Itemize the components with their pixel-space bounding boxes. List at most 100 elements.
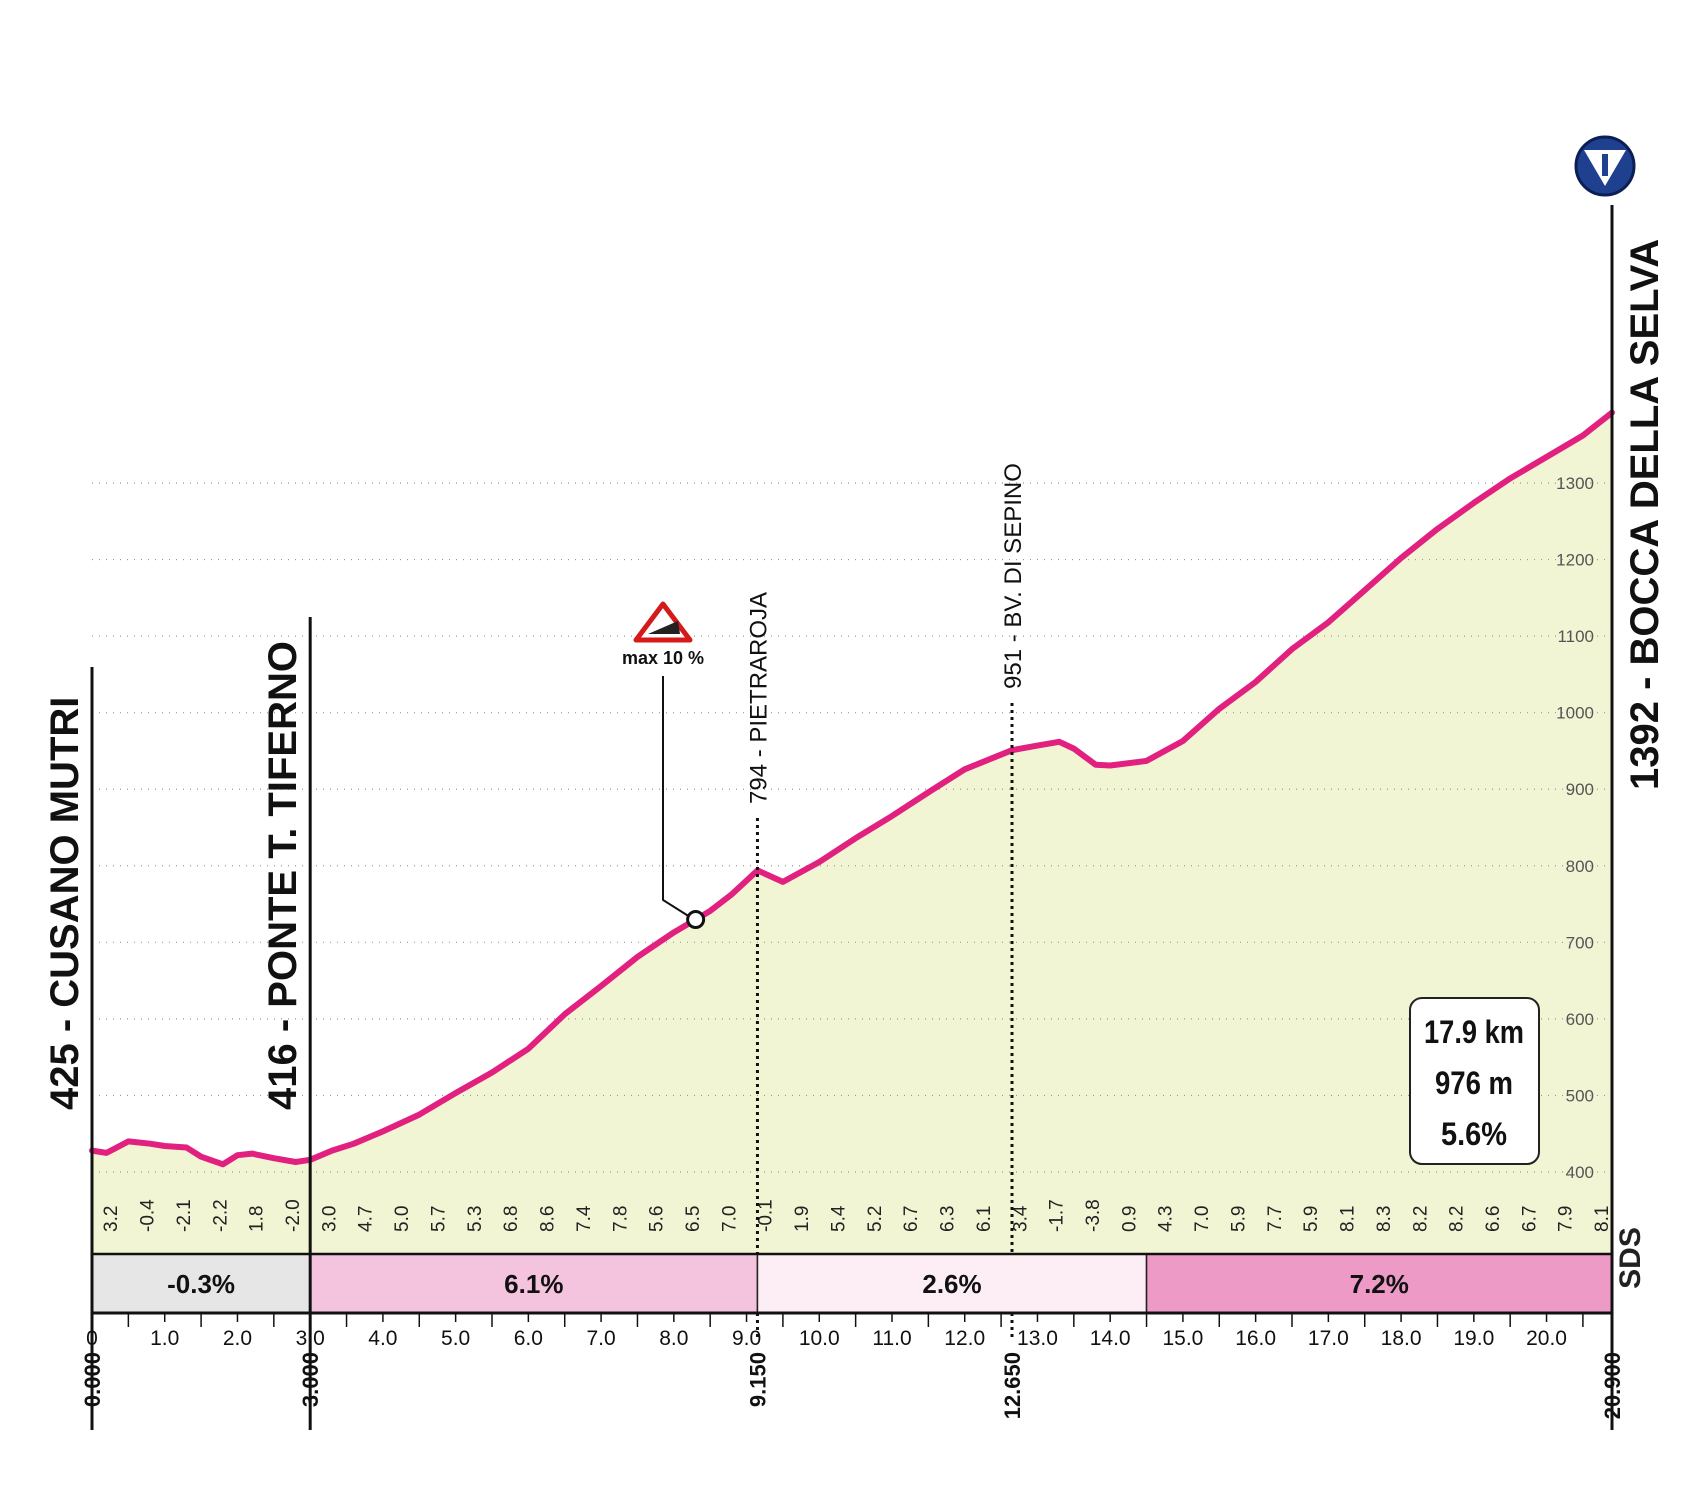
km-tick-label: 20.0 <box>1526 1327 1567 1350</box>
km-tick-label: 14.0 <box>1090 1327 1131 1350</box>
km-tick-label: 6.0 <box>514 1327 543 1350</box>
gradient-label: 8.1 <box>1592 1206 1613 1232</box>
altitude-axis: 400 500 600 700 800 900 1000 1100 1200 1300 <box>1556 474 1594 1182</box>
gradient-label: 5.3 <box>465 1206 486 1232</box>
waypoint-distance: 12.650 <box>1000 1352 1025 1419</box>
segment-gradient-label: -0.3% <box>167 1269 235 1299</box>
km-tick-label: 11.0 <box>872 1327 911 1350</box>
gradient-label: 8.2 <box>1447 1206 1468 1232</box>
segment-gradient-label: 2.6% <box>922 1269 981 1299</box>
gradient-label: 7.0 <box>1192 1206 1213 1232</box>
gradient-label: -2.1 <box>174 1199 195 1232</box>
gradient-label: 8.1 <box>1338 1206 1359 1232</box>
warning-slope-icon <box>648 621 680 634</box>
segment-box <box>309 1253 759 1314</box>
km-axis: 01.02.03.04.05.06.07.08.09.010.011.012.0… <box>86 1311 1612 1350</box>
gradient-label: 6.8 <box>501 1206 522 1232</box>
km-tick-label: 10.0 <box>799 1327 840 1350</box>
altitude-tick-label: 1200 <box>1556 551 1594 570</box>
profile-line <box>89 409 1615 1168</box>
km-tick-label: 12.0 <box>944 1327 985 1350</box>
km-tick-label: 19.0 <box>1453 1327 1494 1350</box>
gradient-label: 1.8 <box>247 1206 268 1232</box>
gradient-label: 0.9 <box>1119 1206 1140 1232</box>
gradient-label: 8.3 <box>1374 1206 1395 1232</box>
gradient-label: 6.7 <box>1519 1206 1540 1232</box>
gradient-label: 3.2 <box>101 1206 122 1232</box>
gradient-label: 7.8 <box>610 1206 631 1232</box>
segment-gradient-label: 6.1% <box>504 1269 563 1299</box>
finish-bar-icon <box>1602 154 1608 176</box>
gradient-label: 3.4 <box>1010 1205 1031 1232</box>
altitude-tick-label: 1000 <box>1556 704 1594 723</box>
gradient-label: -0.4 <box>138 1199 159 1232</box>
km-tick-label: 4.0 <box>368 1327 397 1350</box>
km-tick-label: 13.0 <box>1017 1327 1058 1350</box>
gradient-label: 7.0 <box>719 1206 740 1232</box>
max-gradient-leader <box>662 676 689 917</box>
km-tick-label: 15.0 <box>1162 1327 1203 1350</box>
waypoint-name: 951 - BV. DI SEPINO <box>1000 463 1027 689</box>
km-tick-label: 7.0 <box>586 1327 615 1350</box>
gradient-label: 1.9 <box>792 1206 813 1232</box>
km-tick-label: 1.0 <box>150 1327 179 1350</box>
altitude-tick-label: 900 <box>1566 780 1594 799</box>
waypoint-name: 425 - CUSANO MUTRI <box>43 697 87 1110</box>
gradient-label: 3.0 <box>319 1206 340 1232</box>
gradient-label: -1.7 <box>1047 1199 1068 1232</box>
max-gradient-marker: max 10 % <box>622 601 706 930</box>
km-tick-label: 9.0 <box>732 1327 761 1350</box>
waypoint-distance: 20.900 <box>1600 1352 1625 1419</box>
waypoints: 425 - CUSANO MUTRI 0.000 416 - PONTE T. TI… <box>43 205 1667 1430</box>
waypoint-name: 416 - PONTE T. TIFERNO <box>261 641 305 1110</box>
summary-gradient: 5.6% <box>1441 1116 1507 1152</box>
gradient-label: 6.5 <box>683 1206 704 1232</box>
gradient-label: 7.4 <box>574 1205 595 1232</box>
profile-area <box>92 412 1612 1255</box>
max-gradient-point <box>686 910 706 930</box>
sds-logo: SDS <box>1614 1227 1647 1289</box>
max-gradient-label: max 10 % <box>622 648 704 668</box>
gradient-label: 8.2 <box>1410 1206 1431 1232</box>
gradient-label: 6.6 <box>1483 1206 1504 1232</box>
km-tick-label: 18.0 <box>1381 1327 1422 1350</box>
gradient-label: 5.0 <box>392 1206 413 1232</box>
gradient-label: 7.7 <box>1265 1206 1286 1232</box>
waypoint-name: 794 - PIETRAROJA <box>745 592 772 804</box>
km-tick-label: 2.0 <box>223 1327 252 1350</box>
gradient-label: 5.6 <box>647 1206 668 1232</box>
finish-climb-icon <box>1574 135 1636 197</box>
segment-bar: -0.3% 6.1% 2.6% 7.2% <box>91 1252 1613 1314</box>
waypoint-distance: 3.000 <box>298 1352 323 1407</box>
gradient-label: 5.9 <box>1229 1206 1250 1232</box>
km-tick-label: 5.0 <box>441 1327 470 1350</box>
gradient-label: 5.2 <box>865 1206 886 1232</box>
altitude-tick-label: 500 <box>1566 1086 1594 1105</box>
summary-box-frame <box>1409 997 1540 1165</box>
waypoint-distance: 9.150 <box>745 1352 770 1407</box>
gradient-label: -0.1 <box>756 1199 777 1232</box>
climb-summary-box: 17.9 km 976 m 5.6% <box>1409 997 1540 1165</box>
summary-elevation: 976 m <box>1435 1065 1513 1101</box>
gradient-label: 5.9 <box>1301 1206 1322 1232</box>
altitude-tick-label: 600 <box>1566 1010 1594 1029</box>
segment-gradient-label: 7.2% <box>1350 1269 1409 1299</box>
altitude-tick-label: 1100 <box>1557 627 1594 646</box>
gradient-label: 6.7 <box>901 1206 922 1232</box>
km-tick-label: 8.0 <box>659 1327 688 1350</box>
altitude-tick-label: 1300 <box>1556 474 1594 493</box>
gradient-label: 6.1 <box>974 1206 995 1232</box>
gradient-label: 5.4 <box>829 1205 850 1232</box>
gradient-label: -2.2 <box>210 1199 231 1232</box>
altitude-tick-label: 700 <box>1566 933 1594 952</box>
gradient-label: 5.7 <box>429 1206 450 1232</box>
waypoint-name: 1392 - BOCCA DELLA SELVA <box>1623 239 1667 790</box>
gradient-labels: 3.2 -0.4 -2.1 -2.2 1.8 -2.0 3.0 4.7 5.0 5.7 5.3 6.8… <box>101 1199 1613 1232</box>
km-tick-label: 16.0 <box>1235 1327 1276 1350</box>
gradient-label: 6.3 <box>938 1206 959 1232</box>
warning-triangle-icon <box>633 601 693 643</box>
gradient-label: 8.6 <box>538 1206 559 1232</box>
waypoint-distance: 0.000 <box>80 1352 105 1407</box>
summary-distance: 17.9 km <box>1424 1014 1524 1050</box>
